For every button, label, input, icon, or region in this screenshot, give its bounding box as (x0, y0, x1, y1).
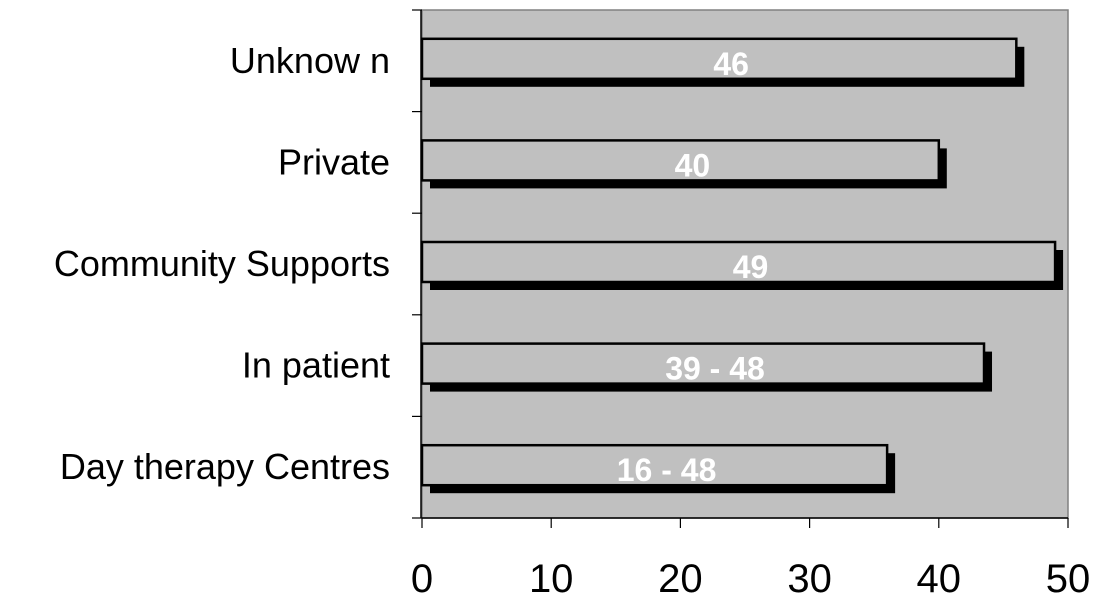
category-label: Community Supports (54, 243, 390, 284)
data-label: 16 - 48 (617, 452, 717, 488)
category-label: Private (278, 141, 390, 182)
x-tick-label: 20 (658, 557, 703, 601)
category-label: Day therapy Centres (60, 446, 390, 487)
category-label: Unknow n (230, 40, 390, 81)
bar (420, 342, 986, 385)
x-tick-label: 30 (787, 557, 832, 601)
x-tick-label: 40 (917, 557, 962, 601)
x-tick-labels: 0 10 20 30 40 50 (411, 557, 1090, 601)
bar (420, 240, 1057, 284)
data-label: 39 - 48 (665, 351, 765, 387)
x-tick-label: 50 (1046, 557, 1091, 601)
data-label: 49 (733, 249, 769, 285)
data-label: 40 (675, 147, 711, 183)
bar (420, 37, 1018, 81)
category-labels: Unknow n Private Community Supports In pati… (54, 40, 390, 487)
x-tick-label: 0 (411, 557, 433, 601)
data-label: 46 (713, 46, 749, 82)
bar (420, 139, 941, 182)
category-label: In patient (242, 345, 390, 386)
bars: 46 40 49 39 - 48 16 - 48 (420, 37, 1064, 494)
x-tick-label: 10 (529, 557, 574, 601)
bar (420, 443, 889, 487)
